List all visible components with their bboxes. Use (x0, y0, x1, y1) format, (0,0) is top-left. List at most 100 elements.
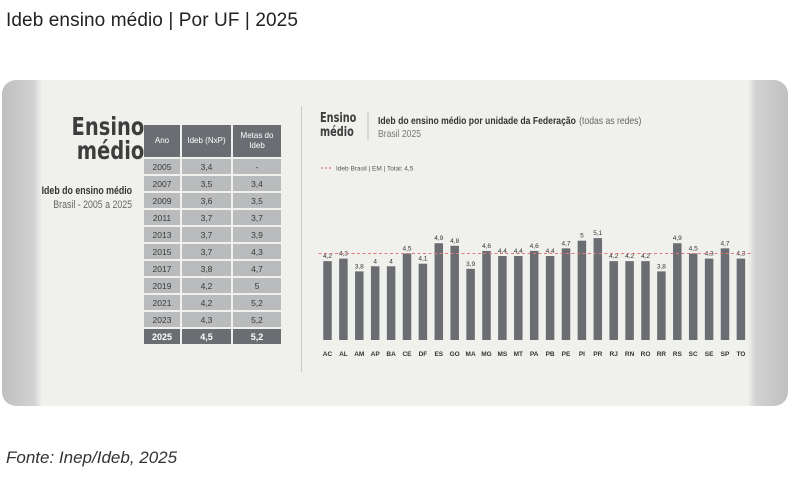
table-row: 2007 3,5 3,4 (144, 176, 281, 191)
category-label-PB: PB (546, 351, 555, 358)
table-row-highlight: 2025 4,5 5,2 (144, 329, 281, 344)
value-label-SC: 4,5 (689, 245, 698, 252)
panel-divider (301, 106, 302, 372)
category-label-RO: RO (641, 351, 651, 358)
table-cell-year: 2017 (144, 261, 180, 276)
bar-RJ (609, 261, 618, 340)
value-label-RO: 4,2 (641, 253, 650, 260)
table-cell-year: 2015 (144, 244, 180, 259)
category-label-RR: RR (657, 351, 667, 358)
bar-PR (593, 238, 603, 340)
table-cell-year: 2021 (144, 295, 180, 310)
chart-title-suffix: (todas as redes) (579, 115, 641, 127)
bar-AC (323, 261, 332, 340)
table-cell-meta: 4,7 (233, 261, 281, 276)
table-cell-ideb: 4,2 (182, 295, 231, 310)
table-row: 2011 3,7 3,7 (144, 210, 281, 225)
left-subtitle2: Brasil - 2005 a 2025 (53, 199, 132, 211)
bar-PI (577, 240, 587, 340)
category-label-SC: SC (689, 351, 698, 358)
bar-SE (704, 258, 714, 340)
bar-DF (418, 263, 428, 340)
table-cell-meta: 3,4 (233, 176, 281, 191)
value-label-RR: 3,8 (657, 263, 666, 270)
chart-tag-line2: médio (320, 124, 354, 140)
category-label-RJ: RJ (610, 351, 619, 358)
table-cell-year: 2005 (144, 159, 180, 174)
table-cell-meta: 5,2 (233, 329, 281, 344)
table-cell-ideb: 4,3 (182, 312, 231, 327)
category-label-CE: CE (402, 351, 412, 358)
bar-GO (450, 245, 459, 340)
value-label-BA: 4 (389, 258, 393, 265)
category-label-SE: SE (705, 351, 714, 358)
table-header-ideb: Ideb (NxP) (182, 125, 231, 157)
bar-RO (641, 261, 650, 340)
table-header-metas: Metas do Ideb (233, 125, 281, 157)
left-subtitle-block: Ideb do ensino médio Brasil - 2005 a 202… (42, 184, 132, 212)
value-label-AL: 4,3 (339, 251, 348, 258)
source-note: Fonte: Inep/Ideb, 2025 (6, 448, 178, 467)
value-label-PI: 5 (580, 233, 584, 240)
bar-SC (688, 253, 698, 340)
bar-RR (657, 271, 666, 340)
table-cell-ideb: 3,7 (182, 210, 231, 225)
chart-title: Ideb do ensino médio por unidade da Fede… (378, 115, 576, 127)
table-cell-year: 2009 (144, 193, 180, 208)
bar-MS (498, 256, 507, 340)
table-header-ano: Ano (144, 125, 180, 157)
bar-PB (545, 256, 555, 340)
table-cell-meta: 5,2 (233, 312, 281, 327)
bar-PE (561, 248, 571, 340)
value-label-AC: 4,2 (323, 253, 332, 260)
table-cell-year: 2013 (144, 227, 180, 242)
bar-RS (673, 243, 682, 340)
value-label-ES: 4,9 (434, 235, 443, 242)
value-label-PA: 4,6 (530, 243, 539, 250)
chart-bars (323, 238, 746, 340)
table-cell-year: 2011 (144, 210, 180, 225)
table-row: 2021 4,2 5,2 (144, 295, 281, 310)
table-cell-year: 2023 (144, 312, 180, 327)
category-label-BA: BA (386, 351, 396, 358)
table-cell-meta: 4,3 (233, 244, 281, 259)
chart-category-labels: AC AL AM AP BA CE DF ES GO MA MG MS MT PA PB PE PI PR RJ RN… (323, 351, 746, 358)
value-label-MT: 4,4 (514, 248, 523, 255)
table-cell-ideb: 4,2 (182, 278, 231, 293)
category-label-MT: MT (514, 351, 523, 358)
value-label-MA: 3,9 (466, 261, 475, 268)
left-subtitle: Ideb do ensino médio (41, 185, 132, 197)
bar-ES (434, 243, 444, 340)
table-row: 2005 3,4- (144, 159, 281, 174)
value-label-RN: 4,2 (625, 253, 634, 260)
left-big-title: Ensino médio (71, 112, 144, 163)
category-label-DF: DF (419, 351, 428, 358)
value-label-PR: 5,1 (593, 230, 602, 237)
chart-subtitle: Brasil 2025 (378, 128, 421, 140)
category-label-AL: AL (339, 351, 348, 358)
bar-CE (402, 253, 412, 340)
value-label-CE: 4,5 (402, 245, 411, 252)
category-label-MA: MA (466, 351, 476, 358)
value-label-SP: 4,7 (720, 240, 729, 247)
table-cell-meta: 3,5 (233, 193, 281, 208)
category-label-MG: MG (481, 351, 491, 358)
reference-legend-label: Ideb Brasil | EM | Total: 4,5 (336, 166, 414, 173)
table-cell-ideb: 4,5 (182, 329, 231, 344)
table-cell-ideb: 3,7 (182, 244, 231, 259)
left-big-title-line1: Ensino (71, 112, 144, 141)
chart-legend: Ideb Brasil | EM | Total: 4,5 (321, 166, 414, 173)
category-label-AC: AC (323, 351, 333, 358)
infographic-panel (2, 80, 788, 406)
table-cell-ideb: 3,7 (182, 227, 231, 242)
table-cell-meta: 5 (233, 278, 281, 293)
category-label-RN: RN (625, 351, 635, 358)
category-label-GO: GO (450, 351, 460, 358)
bar-MA (466, 268, 475, 340)
value-label-MS: 4,4 (498, 248, 507, 255)
value-label-AM: 3,8 (355, 263, 364, 270)
chart-header: Ensino médio Ideb do ensino médio por un… (320, 110, 641, 141)
table-cell-meta: 3,7 (233, 210, 281, 225)
table-cell-year: 2025 (144, 329, 180, 344)
